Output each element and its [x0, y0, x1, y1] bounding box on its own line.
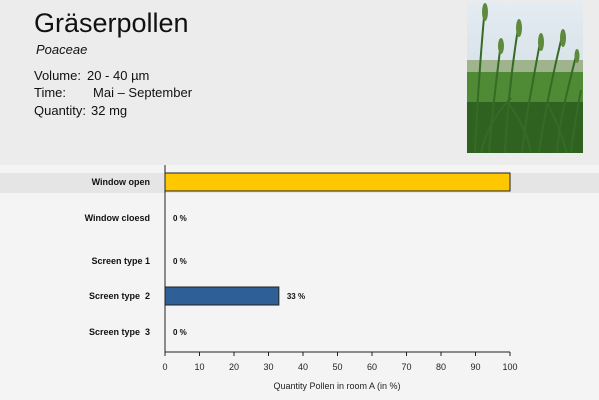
data-label: 0 %	[173, 328, 187, 337]
category-label: Screen type 3	[89, 327, 150, 337]
quantity-value: 32 mg	[91, 103, 128, 118]
category-label: Screen type 1	[91, 256, 150, 266]
x-tick-label: 0	[162, 362, 167, 372]
x-tick-label: 30	[263, 362, 273, 372]
latin-name: Poaceae	[36, 42, 88, 57]
x-axis-title: Quantity Pollen in room A (in %)	[273, 381, 400, 391]
x-tick-label: 40	[298, 362, 308, 372]
time-label: Time:	[34, 85, 67, 100]
data-label: 33 %	[287, 292, 305, 301]
bar	[164, 172, 511, 192]
volume-value: 20 - 40 µm	[86, 68, 150, 83]
x-tick-label: 60	[367, 362, 377, 372]
chart-background	[0, 165, 599, 400]
quantity-label: Quantity:	[34, 103, 87, 118]
x-tick-label: 70	[401, 362, 411, 372]
bar	[164, 286, 280, 306]
x-tick-label: 80	[436, 362, 446, 372]
category-label: Window cloesd	[85, 213, 150, 223]
grass-photo	[467, 2, 583, 153]
time-value: Mai – September	[93, 85, 193, 100]
volume-label: Volume:	[34, 68, 81, 83]
x-tick-label: 100	[502, 362, 517, 372]
data-label: 0 %	[173, 214, 187, 223]
volume-row: Volume: 20 - 40 µm	[34, 68, 149, 83]
quantity-row: Quantity: 32 mg	[34, 103, 127, 118]
x-tick-label: 90	[470, 362, 480, 372]
grass-illustration	[467, 2, 583, 153]
page-title: Gräserpollen	[34, 8, 189, 38]
data-label: 0 %	[173, 257, 187, 266]
time-row: Time: Mai – September	[34, 85, 192, 100]
category-label: Screen type 2	[89, 291, 150, 301]
category-label: Window open	[92, 177, 150, 187]
x-tick-label: 20	[229, 362, 239, 372]
x-tick-label: 50	[332, 362, 342, 372]
x-tick-label: 10	[194, 362, 204, 372]
